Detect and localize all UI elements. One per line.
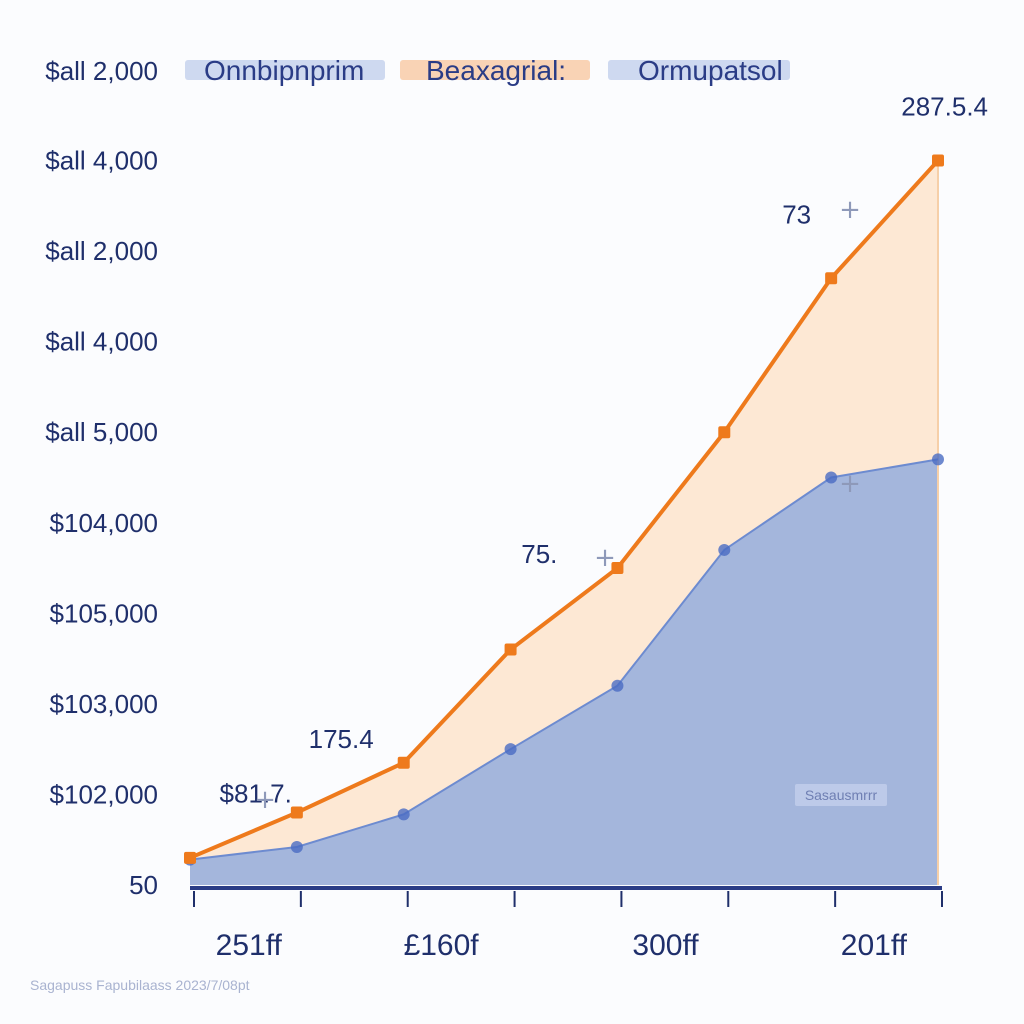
point-series-2 xyxy=(611,562,624,575)
x-tick-label: 251ff xyxy=(216,929,283,962)
y-tick-label: $all 4,000 xyxy=(45,146,158,176)
legend-swatch xyxy=(400,60,590,80)
point-series-1 xyxy=(825,471,838,484)
annotation-box xyxy=(795,784,887,806)
point-series-2 xyxy=(397,756,410,769)
plus-marker: + xyxy=(839,469,861,499)
point-series-1 xyxy=(932,453,944,466)
data-label: $81.7. xyxy=(220,779,292,809)
data-label: 73 xyxy=(782,199,811,229)
plus-marker: + xyxy=(839,195,861,225)
legend-entry: Beaxagrial: xyxy=(426,55,566,86)
point-series-2 xyxy=(504,643,517,656)
point-series-1 xyxy=(718,543,731,556)
legend-swatch xyxy=(185,60,385,80)
annotation-text: Sasausmrrr xyxy=(805,787,878,803)
y-tick-label: 50 xyxy=(129,870,158,900)
plus-marker: + xyxy=(254,785,276,815)
x-tick-label: 300ff xyxy=(632,929,699,962)
y-tick-label: $105,000 xyxy=(50,598,158,628)
point-series-2 xyxy=(825,272,838,285)
y-tick-label: $all 2,000 xyxy=(45,236,158,266)
x-tick-label: 201ff xyxy=(841,929,908,962)
legend-entry: Onnbipnprim xyxy=(204,55,364,86)
footer-source: Sagapuss Fapubilaass 2023/7/08pt xyxy=(30,977,250,993)
point-series-2 xyxy=(184,851,196,864)
point-series-2 xyxy=(932,154,944,167)
y-tick-label: $all 4,000 xyxy=(45,327,158,357)
data-label: 175.4 xyxy=(309,724,374,754)
point-series-2 xyxy=(290,806,303,819)
point-series-1 xyxy=(397,808,410,821)
y-tick-label: $104,000 xyxy=(50,508,158,538)
plus-marker: + xyxy=(594,543,616,573)
legend-entry: Ormupatsol xyxy=(638,55,783,86)
point-series-2 xyxy=(718,426,731,439)
point-series-1 xyxy=(290,840,303,853)
data-label: 75. xyxy=(521,539,557,569)
y-tick-label: $all 2,000 xyxy=(45,56,158,86)
x-tick-label: £160f xyxy=(404,929,480,962)
y-tick-label: $103,000 xyxy=(50,689,158,719)
area-series-1 xyxy=(190,459,938,885)
y-tick-label: $all 5,000 xyxy=(45,417,158,447)
point-series-1 xyxy=(611,679,624,692)
line-series-1 xyxy=(189,458,939,861)
data-label: 287.5.4 xyxy=(901,92,988,122)
line-series-2 xyxy=(189,159,940,860)
point-series-1 xyxy=(504,743,517,756)
y-tick-label: $102,000 xyxy=(50,779,158,809)
legend-swatch xyxy=(608,60,790,80)
